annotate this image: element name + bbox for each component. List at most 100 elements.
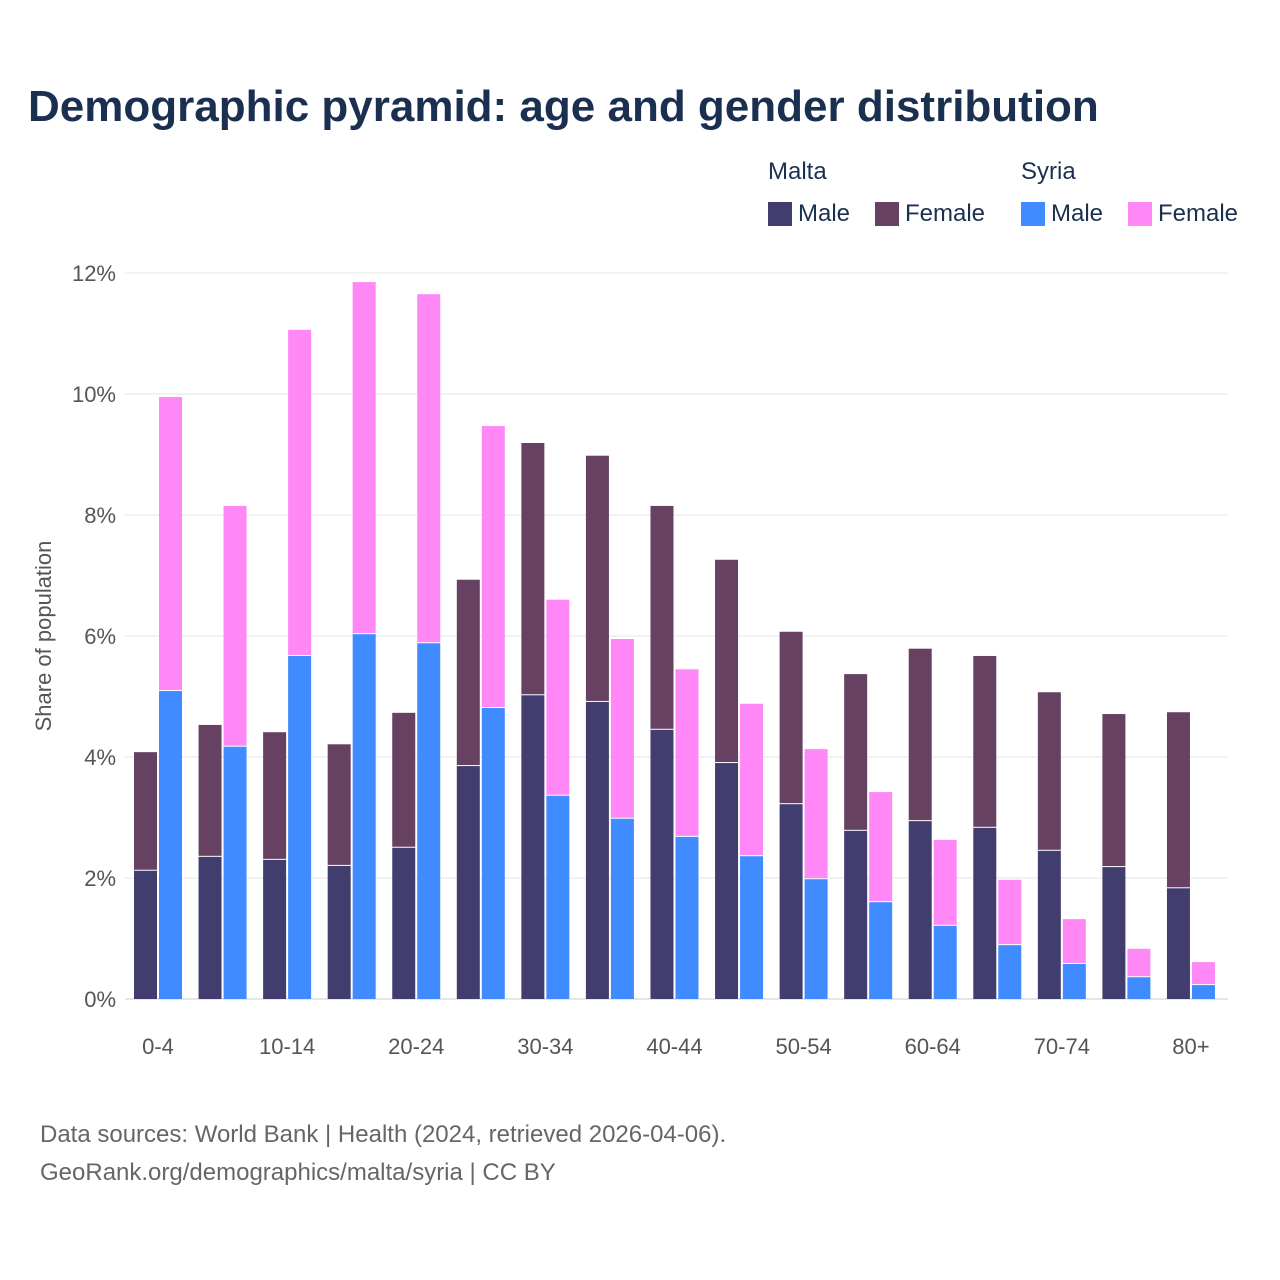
bar-malta-male-80+ xyxy=(1166,888,1190,999)
bar-syria-female-5-9 xyxy=(223,505,247,746)
bar-syria-male-5-9 xyxy=(223,746,247,999)
legend-swatch xyxy=(1128,202,1152,226)
bar-syria-male-55-59 xyxy=(869,902,893,999)
y-tick-label: 4% xyxy=(84,745,116,770)
bar-syria-female-65-69 xyxy=(998,879,1022,945)
bar-syria-female-40-44 xyxy=(675,669,699,836)
bar-syria-male-40-44 xyxy=(675,836,699,999)
x-tick-label: 40-44 xyxy=(646,1034,702,1059)
bar-malta-male-35-39 xyxy=(585,701,609,999)
y-tick-label: 6% xyxy=(84,624,116,649)
bar-syria-female-80+ xyxy=(1191,962,1215,985)
bar-syria-female-20-24 xyxy=(417,294,441,643)
bar-malta-male-70-74 xyxy=(1037,850,1061,999)
y-tick-label: 10% xyxy=(72,382,116,407)
bar-malta-female-30-34 xyxy=(521,443,545,695)
bar-malta-male-40-44 xyxy=(650,729,674,999)
bar-malta-male-30-34 xyxy=(521,695,545,999)
y-tick-label: 0% xyxy=(84,987,116,1012)
bar-malta-male-20-24 xyxy=(392,847,416,999)
legend-group-malta: Malta xyxy=(768,158,827,185)
bar-malta-male-55-59 xyxy=(844,830,868,999)
y-axis-label: Share of population xyxy=(31,541,56,732)
legend-swatch xyxy=(875,202,899,226)
bar-malta-female-70-74 xyxy=(1037,692,1061,850)
bar-syria-male-45-49 xyxy=(740,856,764,999)
legend-malta-male[interactable]: Male xyxy=(768,200,850,228)
bar-malta-female-50-54 xyxy=(779,631,803,804)
bar-syria-male-25-29 xyxy=(481,707,505,999)
bar-syria-female-15-19 xyxy=(352,282,376,634)
bar-syria-male-30-34 xyxy=(546,795,570,999)
bar-malta-male-45-49 xyxy=(715,763,739,999)
y-tick-label: 8% xyxy=(84,503,116,528)
bar-malta-female-0-4 xyxy=(134,752,157,870)
bar-syria-male-0-4 xyxy=(159,691,182,999)
bar-malta-male-5-9 xyxy=(198,856,222,999)
legend-group-syria: Syria xyxy=(1021,158,1076,185)
bar-malta-male-25-29 xyxy=(456,766,480,999)
bar-malta-female-40-44 xyxy=(650,505,674,729)
legend-label: Female xyxy=(905,200,986,227)
legend-swatch xyxy=(1021,202,1045,226)
bar-syria-male-75-79 xyxy=(1127,977,1151,999)
bar-malta-female-5-9 xyxy=(198,724,222,856)
legend-label: Female xyxy=(1158,200,1239,227)
bar-malta-male-50-54 xyxy=(779,804,803,999)
legend-malta-female[interactable]: Female xyxy=(875,200,985,228)
bar-syria-female-60-64 xyxy=(933,839,957,925)
bar-syria-male-80+ xyxy=(1191,985,1215,999)
bar-malta-female-75-79 xyxy=(1102,714,1126,867)
source-note: Data sources: World Bank | Health (2024,… xyxy=(40,1116,726,1192)
bar-syria-female-75-79 xyxy=(1127,948,1151,977)
x-tick-label: 60-64 xyxy=(905,1034,961,1059)
bar-malta-female-20-24 xyxy=(392,712,416,847)
y-tick-label: 2% xyxy=(84,866,116,891)
legend-swatch xyxy=(768,202,792,226)
source-line-1: Data sources: World Bank | Health (2024,… xyxy=(40,1121,727,1148)
legend-syria-male[interactable]: Male xyxy=(1021,200,1103,228)
bar-malta-male-0-4 xyxy=(134,870,157,999)
x-tick-label: 70-74 xyxy=(1034,1034,1090,1059)
bar-syria-female-50-54 xyxy=(804,749,828,879)
bar-syria-male-35-39 xyxy=(610,818,634,999)
bar-malta-female-60-64 xyxy=(908,648,932,821)
bar-malta-female-80+ xyxy=(1166,712,1190,888)
bar-syria-male-15-19 xyxy=(352,634,376,999)
bar-syria-male-20-24 xyxy=(417,643,441,999)
bar-syria-female-55-59 xyxy=(869,792,893,902)
bar-malta-female-25-29 xyxy=(456,579,480,766)
bar-malta-female-10-14 xyxy=(263,732,287,859)
bar-malta-female-65-69 xyxy=(973,655,997,827)
bar-syria-male-50-54 xyxy=(804,879,828,999)
chart-title: Demographic pyramid: age and gender dist… xyxy=(28,82,1099,131)
bar-malta-female-15-19 xyxy=(327,744,351,865)
bar-malta-male-15-19 xyxy=(327,865,351,999)
bar-syria-female-45-49 xyxy=(740,703,764,856)
x-tick-label: 80+ xyxy=(1172,1034,1209,1059)
bar-syria-female-35-39 xyxy=(610,639,634,818)
source-line-2[interactable]: GeoRank.org/demographics/malta/syria | C… xyxy=(40,1159,556,1186)
bar-syria-male-65-69 xyxy=(998,945,1022,999)
bar-malta-female-35-39 xyxy=(585,455,609,701)
bar-syria-female-70-74 xyxy=(1062,919,1086,963)
bar-syria-female-30-34 xyxy=(546,599,570,795)
bar-malta-male-60-64 xyxy=(908,821,932,999)
legend-label: Male xyxy=(798,200,851,227)
bar-syria-female-10-14 xyxy=(288,329,312,655)
bar-syria-female-0-4 xyxy=(159,397,182,691)
bar-malta-male-10-14 xyxy=(263,859,287,999)
bar-malta-female-55-59 xyxy=(844,674,868,830)
bar-malta-female-45-49 xyxy=(715,559,739,763)
legend-syria-female[interactable]: Female xyxy=(1128,200,1238,228)
x-tick-label: 20-24 xyxy=(388,1034,444,1059)
bar-syria-male-60-64 xyxy=(933,925,957,999)
bar-syria-female-25-29 xyxy=(481,426,505,707)
x-tick-label: 10-14 xyxy=(259,1034,315,1059)
x-tick-label: 50-54 xyxy=(775,1034,831,1059)
bar-syria-male-10-14 xyxy=(288,655,312,999)
legend-label: Male xyxy=(1051,200,1104,227)
bar-malta-male-75-79 xyxy=(1102,867,1126,999)
x-tick-label: 30-34 xyxy=(517,1034,573,1059)
